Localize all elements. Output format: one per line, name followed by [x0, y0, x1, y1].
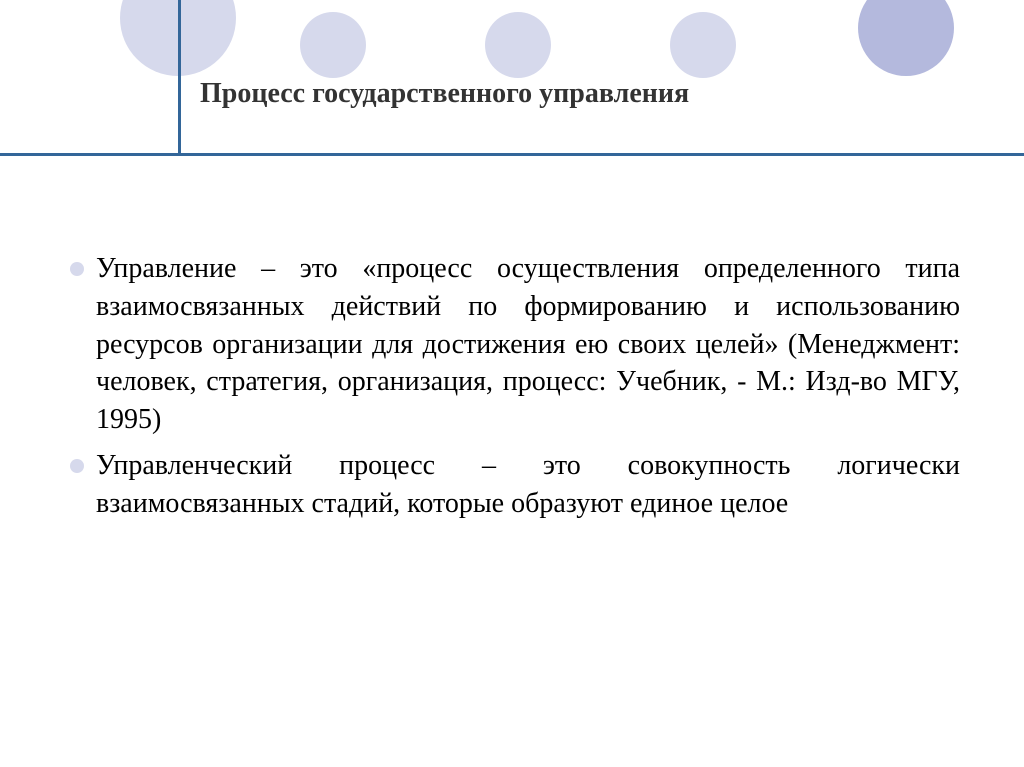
bullet-icon — [70, 262, 84, 276]
slide-title-container: Процесс государственного управления — [200, 78, 900, 110]
slide-title: Процесс государственного управления — [200, 78, 900, 110]
list-item: Управление – это «процесс осуществления … — [70, 250, 960, 439]
decorative-circle — [858, 0, 954, 76]
decorative-circle — [300, 12, 366, 78]
bullet-icon — [70, 459, 84, 473]
list-item: Управленческий процесс – это совокупност… — [70, 447, 960, 523]
vertical-divider — [178, 0, 181, 155]
slide-content: Управление – это «процесс осуществления … — [70, 250, 960, 531]
bullet-text: Управление – это «процесс осуществления … — [96, 250, 960, 439]
decorative-circle — [670, 12, 736, 78]
decorative-circle — [485, 12, 551, 78]
horizontal-divider — [0, 153, 1024, 156]
bullet-text: Управленческий процесс – это совокупност… — [96, 447, 960, 523]
